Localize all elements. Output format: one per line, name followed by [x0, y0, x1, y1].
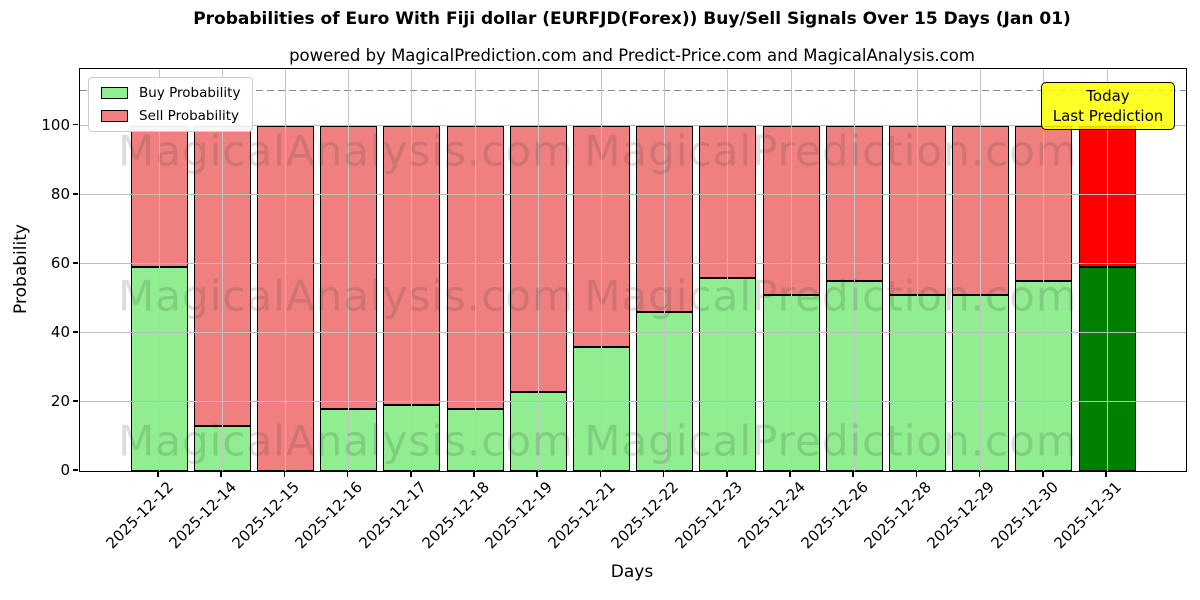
x-tick-label: 2025-12-22 — [607, 478, 683, 553]
dashed-threshold-line — [80, 89, 1186, 92]
legend-row-sell: Sell Probability — [101, 108, 240, 124]
y-tick-mark — [73, 193, 78, 195]
watermark-text: MagicalPrediction.com — [584, 416, 1078, 466]
h-gridline — [80, 263, 1186, 265]
today-annotation: Today Last Prediction — [1041, 82, 1175, 130]
v-gridline — [411, 69, 413, 471]
x-tick-mark — [283, 471, 286, 477]
x-tick-label: 2025-12-24 — [734, 478, 809, 553]
v-gridline — [980, 69, 982, 471]
v-gridline — [790, 69, 792, 471]
x-tick-label: 2025-12-16 — [291, 478, 367, 553]
x-tick-label: 2025-12-12 — [102, 478, 177, 553]
x-tick-label: 2025-12-21 — [544, 478, 620, 553]
x-tick-mark — [220, 471, 222, 477]
h-gridline — [80, 332, 1186, 334]
x-tick-mark — [978, 471, 981, 477]
chart-subtitle: powered by MagicalPrediction.com and Pre… — [289, 46, 975, 65]
v-gridline — [1043, 69, 1045, 471]
y-tick-label: 60 — [50, 253, 70, 272]
watermark-text: MagicalAnalysis.com — [118, 126, 574, 176]
legend-buy-label: Buy Probability — [139, 85, 241, 101]
v-gridline — [853, 69, 855, 471]
v-gridline — [664, 69, 666, 471]
sell-swatch-icon — [101, 110, 128, 122]
watermark-text: MagicalPrediction.com — [584, 271, 1078, 321]
x-tick-label: 2025-12-17 — [355, 478, 430, 553]
x-tick-mark — [789, 471, 791, 477]
x-tick-mark — [1105, 471, 1107, 477]
v-gridline — [158, 69, 160, 471]
v-gridline — [537, 69, 539, 471]
watermark-text: MagicalAnalysis.com — [118, 271, 574, 321]
legend: Buy Probability Sell Probability — [88, 77, 254, 132]
x-tick-label: 2025-12-18 — [418, 478, 493, 553]
x-tick-mark — [473, 471, 475, 477]
h-gridline — [80, 401, 1186, 403]
v-gridline — [600, 69, 602, 471]
y-tick-label: 0 — [60, 461, 70, 479]
v-gridline — [348, 69, 350, 471]
x-tick-label: 2025-12-19 — [481, 478, 556, 553]
legend-sell-label: Sell Probability — [139, 108, 240, 124]
plot-area: Buy Probability Sell Probability Today L… — [79, 68, 1187, 472]
x-tick-mark — [157, 471, 159, 477]
y-tick-mark — [73, 262, 78, 264]
v-gridline — [221, 69, 223, 471]
buy-swatch-icon — [101, 87, 128, 99]
x-tick-label: 2025-12-15 — [228, 478, 304, 553]
x-tick-label: 2025-12-31 — [1050, 478, 1125, 553]
y-tick-mark — [73, 400, 78, 402]
x-tick-mark — [852, 471, 854, 477]
x-tick-label: 2025-12-14 — [165, 478, 240, 553]
v-gridline — [474, 69, 476, 471]
x-tick-label: 2025-12-26 — [797, 478, 872, 553]
x-tick-mark — [726, 471, 728, 477]
x-tick-label: 2025-12-29 — [923, 478, 999, 553]
h-gridline — [80, 125, 1186, 127]
x-tick-mark — [410, 471, 412, 477]
y-tick-mark — [73, 123, 78, 126]
x-tick-label: 2025-12-23 — [671, 478, 746, 553]
chart-title: Probabilities of Euro With Fiji dollar (… — [193, 9, 1071, 29]
v-gridline — [727, 69, 729, 471]
watermark-text: MagicalPrediction.com — [584, 126, 1078, 176]
x-tick-mark — [1042, 471, 1044, 477]
watermark-text: MagicalAnalysis.com — [118, 416, 574, 466]
v-gridline — [284, 69, 286, 471]
today-annotation-line1: Today — [1086, 87, 1130, 105]
y-tick-label: 40 — [50, 322, 70, 341]
today-annotation-line2: Last Prediction — [1052, 107, 1164, 125]
x-tick-label: 2025-12-28 — [860, 478, 936, 553]
x-tick-mark — [536, 471, 538, 477]
x-tick-mark — [662, 471, 665, 477]
y-tick-label: 20 — [50, 391, 70, 410]
legend-row-buy: Buy Probability — [101, 85, 240, 101]
x-tick-mark — [599, 471, 602, 477]
x-tick-mark — [915, 471, 918, 477]
x-tick-label: 2025-12-30 — [987, 478, 1062, 553]
v-gridline — [1106, 69, 1108, 471]
x-axis-label: Days — [610, 562, 654, 582]
y-tick-mark — [73, 331, 78, 333]
h-gridline — [80, 194, 1186, 196]
v-gridline — [916, 69, 918, 471]
x-tick-mark — [346, 471, 349, 477]
y-tick-label: 80 — [50, 184, 70, 203]
y-tick-label: 100 — [41, 115, 70, 134]
y-tick-mark — [73, 469, 78, 471]
